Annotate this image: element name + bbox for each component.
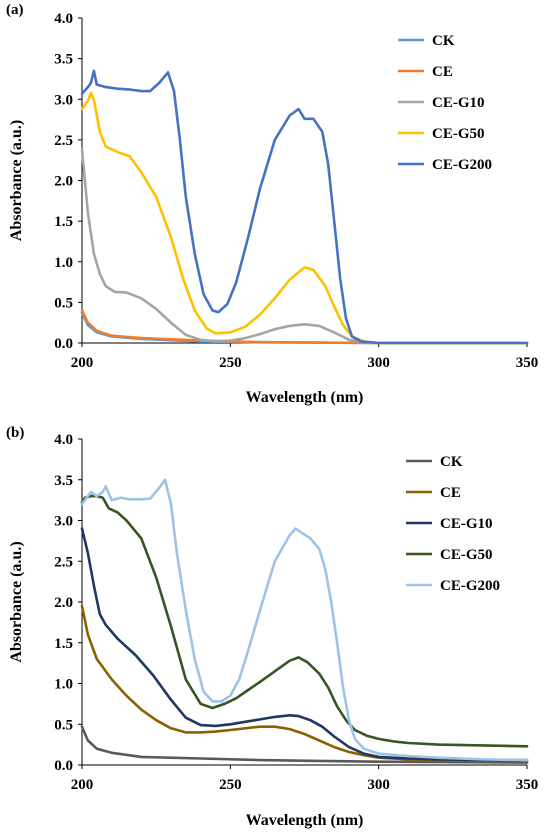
legend-label: CK [440,454,463,470]
series-line-ce [80,604,529,763]
y-axis-label: Absorbance (a.u.) [8,541,25,662]
y-tick-label: 3.0 [54,92,73,108]
y-tick-label: 4.0 [54,11,73,27]
series-line-ce-g200 [80,478,529,762]
y-tick-label: 2.0 [54,174,73,190]
y-tick-label: 0.5 [54,295,73,311]
legend-label: CE-G10 [432,95,485,111]
series-line-ce-g50 [80,91,529,345]
y-tick-label: 1.0 [54,677,73,693]
series-line-ce-g50 [80,494,529,748]
legend-label: CK [432,33,455,49]
x-tick-label: 200 [71,355,94,371]
legend-label: CE [440,485,461,501]
series-line-ck [80,725,529,764]
y-tick-label: 0.0 [54,758,73,774]
x-tick-label: 350 [516,777,539,793]
x-tick-label: 250 [219,355,242,371]
y-tick-label: 2.5 [54,133,73,149]
x-tick-label: 300 [367,355,390,371]
legend-label: CE-G50 [432,126,485,142]
y-tick-label: 0.0 [54,336,73,352]
legend-label: CE-G200 [432,157,492,173]
y-tick-label: 2.0 [54,595,73,611]
y-tick-label: 1.5 [54,636,73,652]
x-axis-label: Wavelength (nm) [246,389,364,406]
legend-label: CE-G200 [440,578,500,594]
y-tick-label: 1.0 [54,255,73,271]
chart-panel-b: (b) 0.0 0.5 1.0 1.5 2.0 2.5 3.0 3.5 4.0 200 250 300 3… [6,425,538,829]
x-tick-label: 300 [367,777,390,793]
x-axis-label: Wavelength (nm) [246,812,364,829]
y-tick-label: 1.5 [54,214,73,230]
panel-label: (b) [6,425,24,441]
x-tick-label: 350 [516,355,539,371]
legend-label: CE-G10 [440,516,493,532]
legend-label: CE [432,64,453,80]
x-tick-label: 200 [71,777,94,793]
y-tick-label: 4.0 [54,432,73,448]
series-line-ce-g10 [80,148,529,345]
y-tick-label: 3.0 [54,514,73,530]
y-tick-label: 0.5 [54,717,73,733]
series-line-ce-g10 [80,527,529,762]
series-line-ce [80,309,529,345]
panel-label: (a) [6,2,24,18]
y-tick-label: 2.5 [54,554,73,570]
series-line-ce-g200 [80,69,529,345]
y-tick-label: 3.5 [54,473,73,489]
y-tick-label: 3.5 [54,52,73,68]
x-tick-label: 250 [219,777,242,793]
chart-panel-a: (a) 0.0 0.5 1.0 1.5 2.0 2.5 3.0 3.5 4.0 200 250 300 3… [6,2,538,406]
legend-label: CE-G50 [440,547,493,563]
y-axis-label: Absorbance (a.u.) [8,120,25,241]
